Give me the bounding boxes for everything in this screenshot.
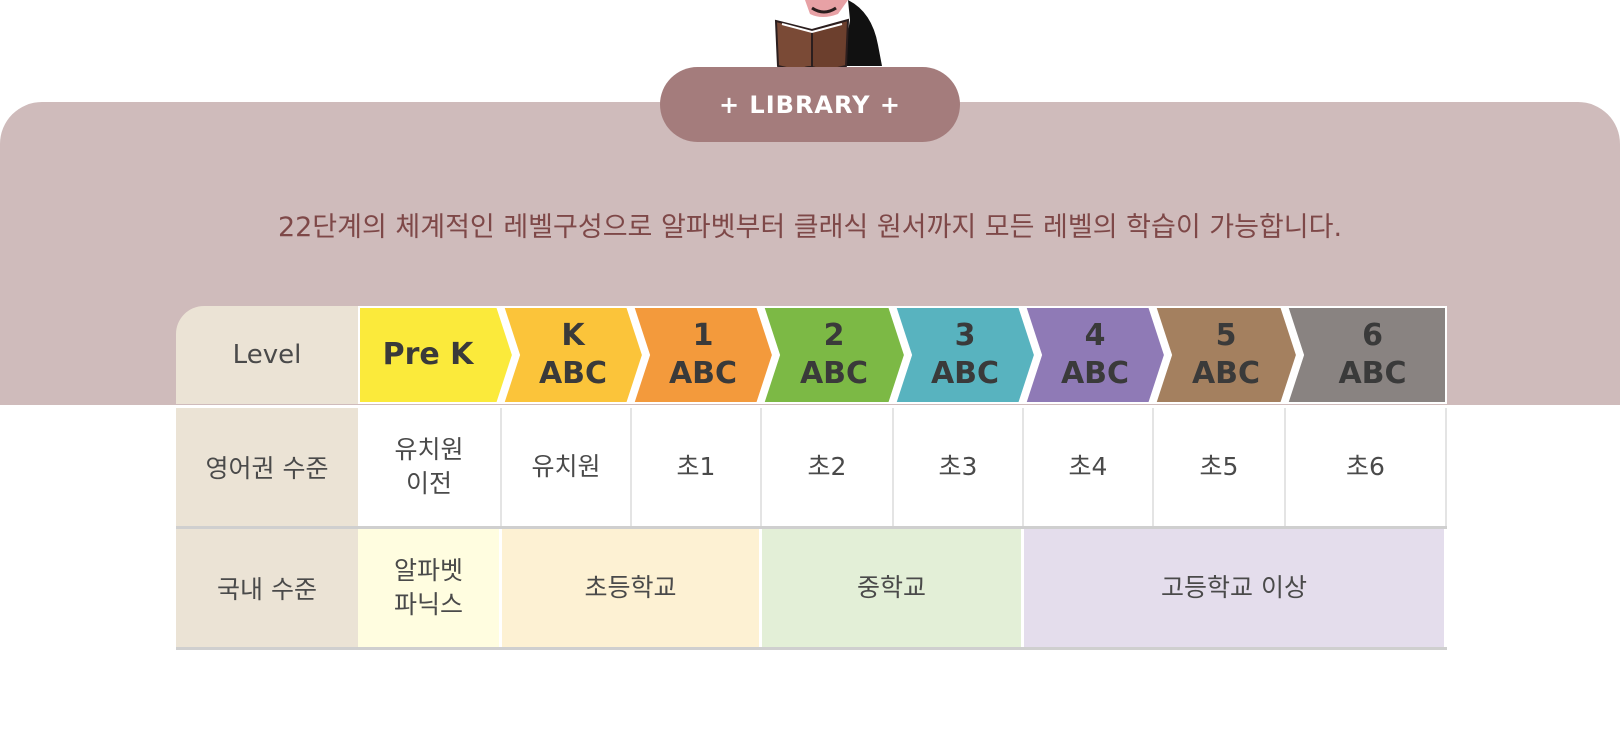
level-label-line2: ABC: [1191, 356, 1261, 391]
level-label-line2: ABC: [1338, 356, 1407, 391]
level-label-line1: K: [561, 318, 585, 353]
level-label-line2: ABC: [668, 356, 738, 391]
domestic-level-row-label: 국내 수준: [176, 529, 358, 647]
level-label-line1: 6: [1362, 318, 1383, 353]
level-label-1: Pre K: [358, 306, 498, 404]
english-level-cell: 초1: [632, 408, 762, 526]
level-chevron-2: [499, 306, 647, 404]
domestic-level-cell: 중학교: [762, 529, 1024, 647]
row-divider: [176, 526, 1447, 529]
level-label-line1: 1: [692, 318, 714, 353]
level-label-line1: 4: [1084, 318, 1106, 353]
domestic-level-cell: 초등학교: [502, 529, 762, 647]
hero-subtitle: 22단계의 체계적인 레벨구성으로 알파벳부터 클래식 원서까지 모든 레벨의 …: [277, 212, 1343, 243]
level-chevron-3: [629, 306, 777, 404]
level-label-line2: ABC: [1060, 356, 1130, 391]
level-label-4: 2 ABC: [764, 306, 904, 404]
level-label-2: K ABC: [503, 306, 643, 404]
level-chevron-7: [1151, 306, 1301, 404]
level-label-5: 3 ABC: [895, 306, 1035, 404]
english-level-cell: 초5: [1154, 408, 1286, 526]
level-chevron-bar: [358, 306, 1447, 404]
level-label-6: 4 ABC: [1025, 306, 1165, 404]
domestic-level-cell: 알파벳 파닉스: [358, 529, 502, 647]
english-level-cell: 초6: [1286, 408, 1447, 526]
english-level-cell: 초2: [762, 408, 894, 526]
domestic-level-cell: 고등학교 이상: [1024, 529, 1447, 647]
english-level-cell: 초3: [894, 408, 1024, 526]
level-chevron-6: [1021, 306, 1169, 404]
level-label-line1: 5: [1215, 318, 1237, 353]
level-chevron-5: [891, 306, 1039, 404]
table-bottom-border: [176, 647, 1447, 650]
level-label-line2: ABC: [930, 356, 1000, 391]
level-chevron-8: [1283, 306, 1447, 404]
level-label-line1: Pre K: [382, 337, 474, 372]
english-level-cell: 초4: [1024, 408, 1154, 526]
level-label-line1: 2: [823, 318, 845, 353]
library-badge: + LIBRARY +: [660, 67, 960, 142]
level-header-label: Level: [176, 306, 358, 404]
level-chevron-4: [759, 306, 909, 404]
level-label-line1: 3: [954, 318, 976, 353]
english-level-cell: 유치원: [502, 408, 632, 526]
english-level-row-label: 영어권 수준: [176, 408, 358, 526]
level-label-line2: ABC: [799, 356, 869, 391]
level-label-7: 5 ABC: [1156, 306, 1296, 404]
level-label-8: 6 ABC: [1303, 306, 1443, 404]
english-level-cell: 유치원 이전: [358, 408, 502, 526]
level-label-3: 1 ABC: [633, 306, 773, 404]
level-table: Level Pre K K ABC 1 ABC 2 ABC 3 ABC 4 ABC 5 ABC 6 ABC …: [176, 306, 1447, 650]
level-label-line2: ABC: [538, 356, 608, 391]
level-chevron-1: [358, 306, 517, 404]
